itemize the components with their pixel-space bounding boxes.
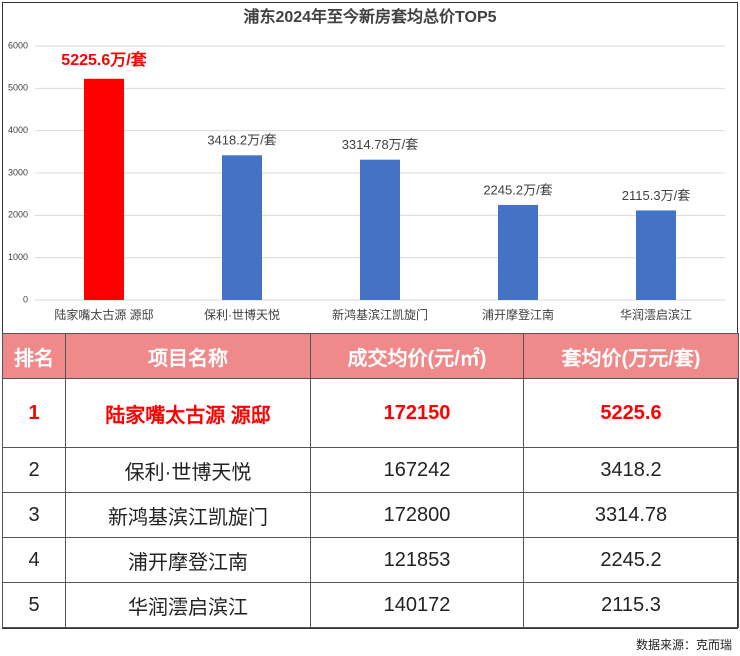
y-tick-label: 0 [23,294,28,304]
x-tick-label: 华润澐启滨江 [620,307,692,322]
y-tick-label: 5000 [8,83,28,93]
header-cell: 项目名称 [65,333,311,379]
y-tick-label: 6000 [8,40,28,50]
table-cell: 167242 [310,447,524,493]
value-label: 5225.6万/套 [61,50,147,69]
table-cell: 172150 [310,378,524,448]
table-cell: 浦开摩登江南 [65,537,311,583]
table-cell: 2115.3 [523,582,739,628]
table-row: 4 浦开摩登江南 121853 2245.2 [2,537,739,583]
frame [2,2,738,629]
table-cell: 陆家嘴太古源 源邸 [65,378,311,448]
x-tick-label: 新鸿基滨江凯旋门 [332,307,428,322]
header-cell: 排名 [2,333,66,379]
table-cell: 172800 [310,492,524,538]
value-label: 2245.2万/套 [483,182,552,197]
value-label: 3418.2万/套 [207,133,276,148]
table-cell: 5225.6 [523,378,739,448]
bar [84,78,124,301]
x-tick-label: 浦开摩登江南 [482,307,554,322]
table-cell: 140172 [310,582,524,628]
table-row: 1 陆家嘴太古源 源邸 172150 5225.6 [2,378,739,448]
y-tick-label: 4000 [8,125,28,135]
chart: 浦东2024年至今新房套均总价TOP5 0 1000 2000 3000 4000 500… [8,7,725,322]
table-cell: 121853 [310,537,524,583]
table-cell: 5 [2,582,66,628]
header-cell: 成交均价(元/㎡) [310,333,524,379]
bar [222,155,262,300]
x-tick-label: 保利·世博天悦 [204,307,280,322]
value-label: 3314.78万/套 [342,137,419,152]
table-cell: 2 [2,447,66,493]
source-note: 数据来源：克而瑞 [635,638,732,652]
table-cell: 新鸿基滨江凯旋门 [65,492,311,538]
table-cell: 3 [2,492,66,538]
header-cell: 套均价(万元/套) [523,333,739,379]
header-row: 排名 项目名称 成交均价(元/㎡) 套均价(万元/套) [2,333,739,379]
table-cell: 保利·世博天悦 [65,447,311,493]
table-cell: 华润澐启滨江 [65,582,311,628]
value-label: 2115.3万/套 [622,188,690,203]
table-cell: 3314.78 [523,492,739,538]
bar [498,204,538,300]
y-tick-label: 1000 [8,252,28,262]
table-cell: 2245.2 [523,537,739,583]
table-cell: 3418.2 [523,447,739,493]
y-tick-label: 2000 [8,210,28,220]
x-tick-label: 陆家嘴太古源 源邸 [54,307,153,322]
table-row: 2 保利·世博天悦 167242 3418.2 [2,447,739,493]
table-row: 3 新鸿基滨江凯旋门 172800 3314.78 [2,492,739,538]
chart-title: 浦东2024年至今新房套均总价TOP5 [243,7,496,26]
ranking-table: 排名 项目名称 成交均价(元/㎡) 套均价(万元/套) 1 陆家嘴太古源 源邸 172150… [2,333,739,628]
table-cell: 1 [2,378,66,448]
y-tick-label: 3000 [8,167,28,177]
table-row: 5 华润澐启滨江 140172 2115.3 [2,582,739,628]
table-cell: 4 [2,537,66,583]
bar [636,210,676,300]
bar [360,159,400,300]
